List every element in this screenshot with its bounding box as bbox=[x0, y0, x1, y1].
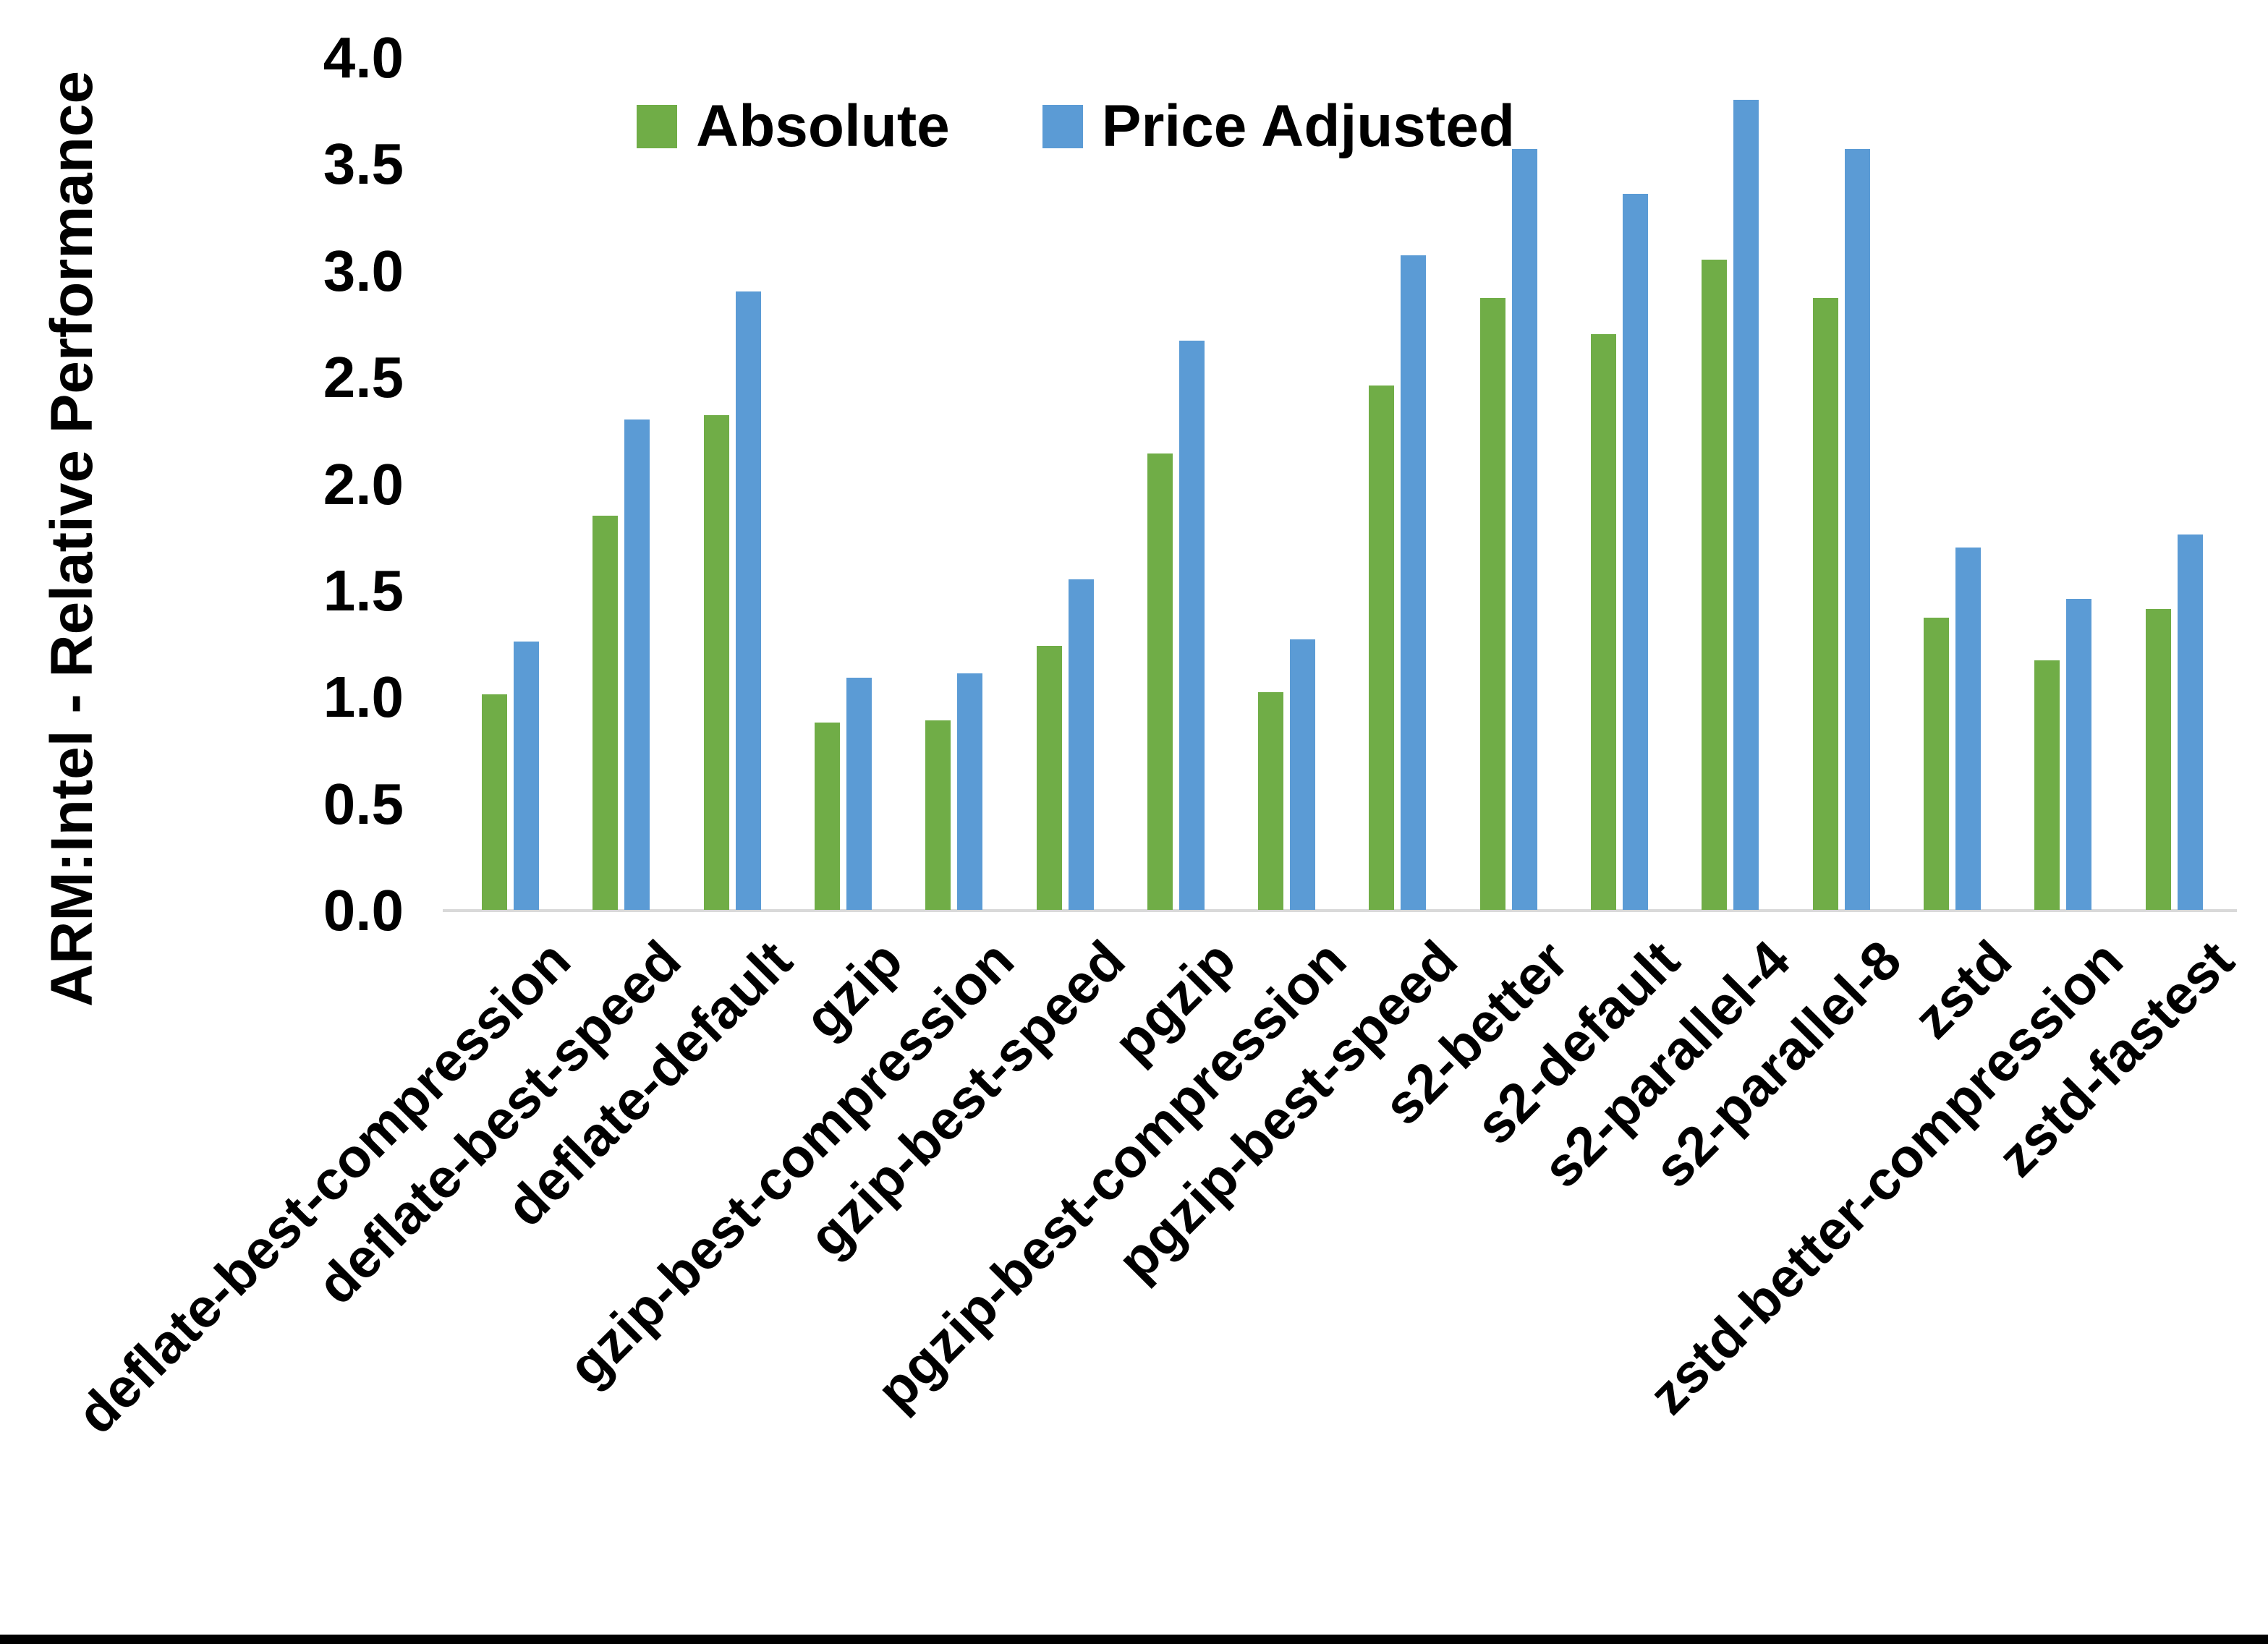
y-tick-label-1.5: 1.5 bbox=[323, 558, 404, 623]
legend: Absolute Price Adjusted bbox=[637, 93, 1515, 161]
y-tick-label-0.5: 0.5 bbox=[323, 771, 404, 836]
bar-absolute-deflate-best-compression bbox=[482, 694, 507, 910]
bar-price-adjusted-zstd bbox=[1955, 547, 1981, 910]
bar-absolute-s2-parallel-4 bbox=[1702, 260, 1728, 910]
bar-absolute-pgzip bbox=[1147, 453, 1173, 910]
y-tick-label-2.0: 2.0 bbox=[323, 451, 404, 516]
bottom-border bbox=[0, 1635, 2268, 1644]
legend-label-absolute: Absolute bbox=[696, 93, 950, 159]
legend-item-absolute: Absolute bbox=[637, 93, 950, 161]
y-tick-label-3.5: 3.5 bbox=[323, 132, 404, 197]
bar-price-adjusted-pgzip-best-speed bbox=[1401, 255, 1427, 910]
bar-price-adjusted-s2-parallel-8 bbox=[1844, 148, 1870, 910]
bar-absolute-pgzip-best-speed bbox=[1369, 385, 1395, 910]
bar-price-adjusted-s2-better bbox=[1511, 148, 1537, 910]
bar-price-adjusted-gzip-best-compression bbox=[957, 673, 983, 910]
bar-absolute-s2-parallel-8 bbox=[1812, 298, 1838, 910]
bar-price-adjusted-s2-parallel-4 bbox=[1733, 99, 1759, 910]
plot-area bbox=[443, 58, 2237, 912]
bar-absolute-zstd-better-compression bbox=[2034, 660, 2060, 910]
bar-absolute-gzip-best-compression bbox=[925, 720, 951, 910]
y-tick-label-2.5: 2.5 bbox=[323, 345, 404, 410]
bar-price-adjusted-pgzip-best-compression bbox=[1290, 639, 1316, 910]
bar-absolute-deflate-best-speed bbox=[593, 515, 619, 910]
legend-swatch-absolute bbox=[637, 105, 677, 148]
bar-absolute-gzip-best-speed bbox=[1036, 645, 1062, 910]
bar-price-adjusted-deflate-default bbox=[735, 291, 761, 910]
bar-price-adjusted-gzip-best-speed bbox=[1068, 579, 1094, 910]
bar-price-adjusted-gzip bbox=[846, 677, 872, 910]
bar-absolute-s2-default bbox=[1591, 334, 1616, 910]
bar-absolute-deflate-default bbox=[703, 415, 729, 910]
bar-price-adjusted-zstd-better-compression bbox=[2066, 598, 2092, 910]
y-axis-title: ARM:Intel - Relative Performance bbox=[39, 70, 105, 1008]
legend-swatch-price-adjusted bbox=[1042, 105, 1083, 148]
bar-absolute-zstd bbox=[1923, 618, 1949, 910]
bar-price-adjusted-pgzip bbox=[1178, 341, 1205, 910]
y-tick-label-1.0: 1.0 bbox=[323, 665, 404, 730]
y-tick-label-4.0: 4.0 bbox=[323, 25, 404, 90]
x-axis-line bbox=[443, 909, 2237, 912]
bar-price-adjusted-deflate-best-compression bbox=[514, 641, 539, 910]
legend-item-price-adjusted: Price Adjusted bbox=[1042, 93, 1515, 161]
bar-absolute-pgzip-best-compression bbox=[1258, 692, 1284, 910]
bar-price-adjusted-deflate-best-speed bbox=[624, 419, 650, 910]
bar-absolute-zstd-fastest bbox=[2145, 609, 2171, 910]
y-tick-label-0.0: 0.0 bbox=[323, 878, 404, 942]
bar-absolute-gzip bbox=[814, 722, 840, 910]
bar-price-adjusted-s2-default bbox=[1623, 193, 1648, 910]
legend-label-price-adjusted: Price Adjusted bbox=[1101, 93, 1515, 159]
y-tick-label-3.0: 3.0 bbox=[323, 238, 404, 303]
bar-price-adjusted-zstd-fastest bbox=[2177, 534, 2203, 910]
bar-absolute-s2-better bbox=[1479, 298, 1505, 910]
